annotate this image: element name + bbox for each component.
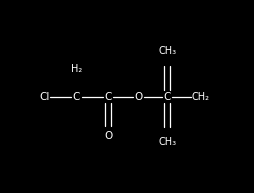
Text: CH₃: CH₃ [157,137,176,147]
Text: Cl: Cl [39,91,50,102]
Text: H₂: H₂ [70,63,82,74]
Text: CH₂: CH₂ [191,91,209,102]
Text: O: O [133,91,142,102]
Text: C: C [104,91,112,102]
Text: O: O [104,131,112,141]
Text: CH₃: CH₃ [157,46,176,56]
Text: C: C [163,91,170,102]
Text: C: C [72,91,80,102]
